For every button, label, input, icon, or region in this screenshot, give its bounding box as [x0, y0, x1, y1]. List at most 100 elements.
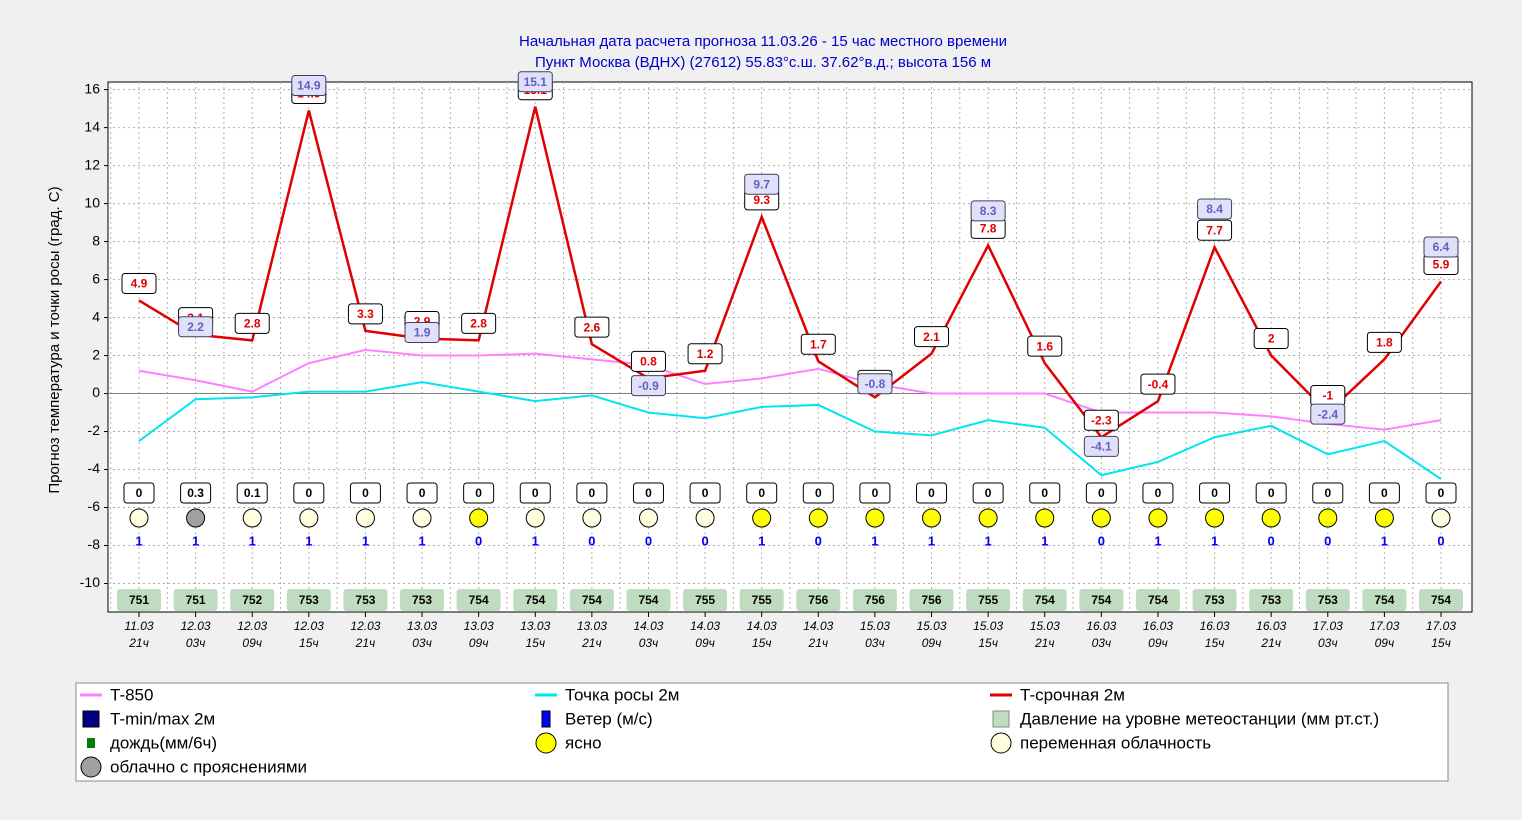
x-tick-label: 15ч	[525, 636, 545, 650]
y-tick-label: -6	[88, 498, 101, 514]
wind-speed: 1	[305, 533, 312, 548]
pressure-box	[852, 589, 897, 611]
x-tick-label: 13.03	[577, 619, 607, 633]
wind-speed: 1	[135, 533, 142, 548]
legend-label: T-850	[110, 685, 153, 704]
minmax-label-box	[744, 173, 780, 195]
x-tick-label: 14.03	[690, 619, 720, 633]
x-tick-label: 13.03	[407, 619, 437, 633]
rain-value: 0	[1098, 486, 1105, 500]
x-tick-label: 16.03	[1200, 619, 1230, 633]
chart-title: Начальная дата расчета прогноза 11.03.26…	[519, 33, 1007, 50]
data-label: 1.7	[810, 337, 827, 351]
pressure-box	[343, 589, 388, 611]
rain-value: 0	[589, 486, 596, 500]
series-line	[138, 106, 1443, 439]
data-label: 2.8	[244, 317, 261, 331]
rain-value-box	[406, 482, 438, 504]
x-tick-label: 16.03	[1256, 619, 1286, 633]
x-tick-label: 15ч	[978, 636, 998, 650]
minmax-label: 14.9	[297, 79, 321, 93]
wind-speed: 0	[1324, 533, 1331, 548]
pressure-box	[569, 589, 614, 611]
minmax-label: 8.4	[1206, 202, 1223, 216]
x-tick-label: 03ч	[639, 636, 659, 650]
legend-label: облачно с прояснениями	[110, 757, 307, 776]
pressure-box	[626, 589, 671, 611]
pressure-box	[173, 589, 218, 611]
x-tick-label: 13.03	[464, 619, 494, 633]
legend-swatch	[82, 710, 100, 728]
legend-label: Ветер (м/с)	[565, 709, 653, 728]
pressure-box	[1079, 589, 1124, 611]
rain-value: 0	[419, 486, 426, 500]
y-tick-label: 4	[92, 308, 100, 324]
wind-speed: 1	[1211, 533, 1218, 548]
sky-icon	[525, 508, 545, 528]
x-tick-label: 15.03	[1030, 619, 1060, 633]
data-label: 7.8	[980, 222, 997, 236]
wind-speed: 1	[1041, 533, 1048, 548]
pressure-value: 754	[1374, 593, 1394, 607]
minmax-label-box	[1083, 435, 1119, 457]
data-label: 0.8	[640, 355, 657, 369]
pressure-box	[1022, 589, 1067, 611]
pressure-value: 754	[638, 593, 658, 607]
data-label: 2.6	[584, 320, 601, 334]
rain-value: 0	[1381, 486, 1388, 500]
pressure-value: 753	[412, 593, 432, 607]
rain-value: 0	[758, 486, 765, 500]
rain-value-box	[689, 482, 721, 504]
x-tick-label: 16.03	[1086, 619, 1116, 633]
pressure-box	[1362, 589, 1407, 611]
minmax-label-box	[1197, 198, 1233, 220]
rain-value: 0	[475, 486, 482, 500]
x-tick-label: 21ч	[355, 636, 376, 650]
x-tick-label: 03ч	[1318, 636, 1338, 650]
sky-icon	[1091, 508, 1111, 528]
rain-value: 0.1	[244, 486, 261, 500]
minmax-label-box	[404, 321, 440, 343]
pressure-value: 754	[1148, 593, 1168, 607]
pressure-value: 754	[469, 593, 489, 607]
x-tick-label: 21ч	[581, 636, 602, 650]
data-label-box	[574, 316, 610, 338]
pressure-value: 754	[1431, 593, 1451, 607]
x-tick-label: 21ч	[1034, 636, 1055, 650]
minmax-label: 6.4	[1433, 240, 1450, 254]
data-label-box	[121, 272, 157, 294]
rain-value-box	[576, 482, 608, 504]
series-line	[138, 348, 1442, 431]
rain-value: 0	[1438, 486, 1445, 500]
data-label-box	[800, 333, 836, 355]
x-tick-label: 15ч	[1205, 636, 1225, 650]
sky-icon	[808, 508, 828, 528]
pressure-value: 754	[1091, 593, 1111, 607]
pressure-value: 753	[299, 593, 319, 607]
sky-icon	[242, 508, 262, 528]
pressure-value: 756	[808, 593, 828, 607]
legend-swatch	[535, 732, 557, 754]
sky-icon	[582, 508, 602, 528]
x-tick-label: 09ч	[242, 636, 262, 650]
legend-swatch	[80, 756, 102, 778]
pressure-box	[1305, 589, 1350, 611]
pressure-value: 754	[525, 593, 545, 607]
sky-icon	[1318, 508, 1338, 528]
legend-swatch	[541, 710, 551, 728]
y-tick-label: 8	[92, 232, 100, 248]
pressure-value: 755	[978, 593, 998, 607]
rain-value: 0	[815, 486, 822, 500]
legend-swatch	[990, 732, 1012, 754]
pressure-value: 755	[752, 593, 772, 607]
pressure-value: 752	[242, 593, 262, 607]
sky-icon	[412, 508, 432, 528]
data-label-box	[461, 312, 497, 334]
pressure-value: 753	[1261, 593, 1281, 607]
pressure-value: 754	[1035, 593, 1055, 607]
minmax-label: 1.9	[414, 326, 431, 340]
data-label-box	[1083, 409, 1119, 431]
rain-value-box	[463, 482, 495, 504]
sky-icon	[1374, 508, 1394, 528]
